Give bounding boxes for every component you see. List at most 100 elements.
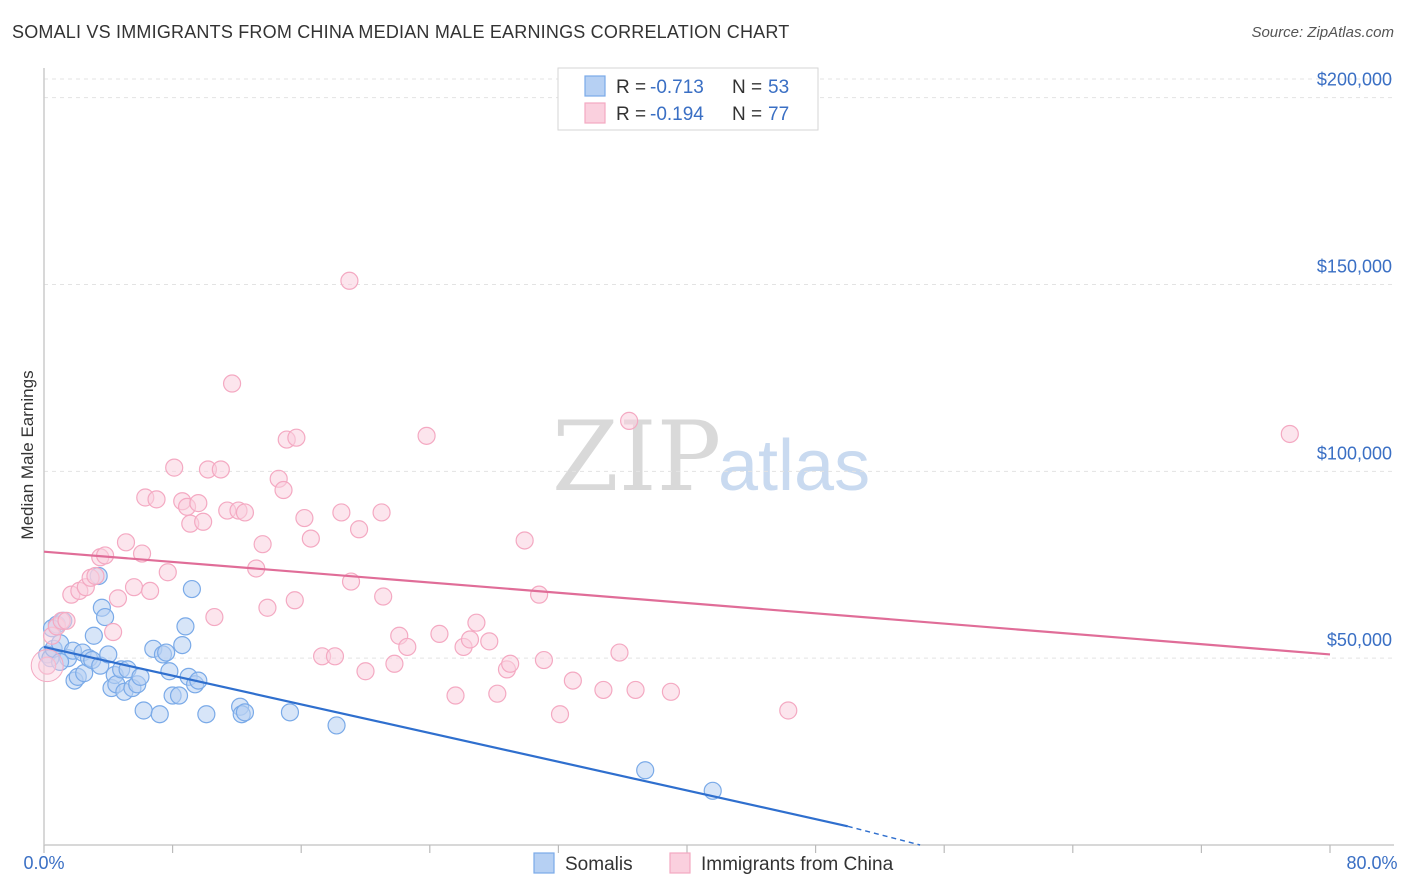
y-axis-title: Median Male Earnings <box>18 370 37 539</box>
china-point <box>194 512 213 531</box>
legend-r-value-china: -0.194 <box>650 104 704 125</box>
legend-n-value-china: 77 <box>768 104 789 125</box>
china-point <box>325 647 345 666</box>
bottom-legend-swatch-china <box>669 852 691 874</box>
china-point <box>349 520 369 539</box>
china-point <box>235 503 255 522</box>
legend-r-label-china: R = <box>616 104 646 125</box>
somalis-point <box>235 703 255 722</box>
china-point-large <box>30 649 64 683</box>
china-point <box>594 680 613 700</box>
somalis-point <box>169 686 189 705</box>
china-point <box>374 587 393 606</box>
y-tick-label: $200,000 <box>1317 70 1392 90</box>
somalis-point <box>197 705 216 724</box>
somalis-trend-extension <box>847 825 921 846</box>
legend-swatch-china <box>584 102 606 124</box>
chart-source: Source: ZipAtlas.com <box>1251 24 1394 41</box>
somalis-point <box>150 705 169 724</box>
legend-r-value-somalis: -0.713 <box>650 77 704 98</box>
somalis-point <box>176 617 195 636</box>
china-point <box>779 701 798 720</box>
china-point <box>417 426 436 445</box>
china-point <box>165 458 184 477</box>
china-point <box>515 531 534 550</box>
china-point <box>610 643 629 662</box>
somalis-point <box>99 645 118 664</box>
y-tick-label: $100,000 <box>1317 443 1392 463</box>
china-point <box>258 598 277 617</box>
somalis-point <box>182 579 201 599</box>
china-point <box>661 682 681 701</box>
y-tick-label: $150,000 <box>1317 257 1392 277</box>
somalis-point <box>95 607 115 627</box>
china-point <box>372 503 391 522</box>
somalis-point <box>173 635 192 655</box>
legend-n-label-china: N = <box>732 104 762 125</box>
china-point <box>274 480 293 500</box>
bottom-legend-label-somalis: Somalis <box>565 854 633 875</box>
china-point <box>104 622 123 642</box>
legend-n-label-somalis: N = <box>732 77 762 98</box>
legend-r-label-somalis: R = <box>616 77 646 98</box>
china-point <box>480 632 499 651</box>
china-point <box>124 578 144 597</box>
china-point <box>446 686 465 705</box>
china-point <box>116 533 136 552</box>
china-point <box>340 271 359 290</box>
china-point <box>253 535 272 554</box>
china-point <box>385 654 404 673</box>
china-point <box>530 585 549 604</box>
china-point <box>626 680 645 700</box>
china-point <box>147 490 166 509</box>
correlation-legend: R = -0.713 N = 53 R = -0.194 N = 77 <box>557 67 819 131</box>
somalis-point <box>280 703 300 722</box>
x-tick-label-max: 80.0% <box>1346 853 1397 873</box>
somalis-trend-line <box>43 645 848 828</box>
china-point <box>189 494 208 513</box>
china-point <box>460 630 480 649</box>
y-tick-label: $50,000 <box>1327 630 1392 650</box>
x-tick-label-min: 0.0% <box>23 853 64 873</box>
china-point <box>534 650 554 670</box>
chart-title: SOMALI VS IMMIGRANTS FROM CHINA MEDIAN M… <box>12 22 790 42</box>
china-point <box>57 611 76 630</box>
china-point <box>398 637 417 657</box>
china-point <box>550 705 570 724</box>
somalis-point <box>134 701 153 720</box>
china-point <box>287 428 306 447</box>
legend-swatch-somalis <box>584 75 606 97</box>
china-point <box>467 613 486 632</box>
data-points <box>30 271 1299 800</box>
somalis-point <box>636 761 655 780</box>
watermark-atlas: atlas <box>718 426 870 506</box>
china-point <box>488 684 507 703</box>
china-point <box>140 581 160 601</box>
china-point <box>158 563 177 582</box>
china-point <box>332 503 351 522</box>
china-point <box>205 607 224 627</box>
china-point <box>620 411 639 430</box>
axes <box>43 68 1394 853</box>
china-point <box>295 508 314 528</box>
china-point <box>108 589 128 608</box>
somalis-point <box>327 716 346 735</box>
trend-lines <box>43 550 1331 846</box>
china-point <box>1280 424 1299 444</box>
legend-n-value-somalis: 53 <box>768 77 789 98</box>
somalis-point <box>84 626 103 645</box>
grid-lines <box>44 78 1394 659</box>
bottom-legend-swatch-somalis <box>533 852 555 874</box>
china-point <box>501 654 520 673</box>
china-point <box>211 460 230 479</box>
china-point <box>132 544 152 563</box>
china-point <box>38 656 57 675</box>
china-point <box>356 662 375 681</box>
china-trend-line <box>43 550 1331 656</box>
china-point <box>285 591 304 610</box>
bottom-legend-label-china: Immigrants from China <box>701 854 894 875</box>
china-point <box>563 671 582 690</box>
somalis-point <box>157 643 176 662</box>
china-point <box>86 566 105 586</box>
